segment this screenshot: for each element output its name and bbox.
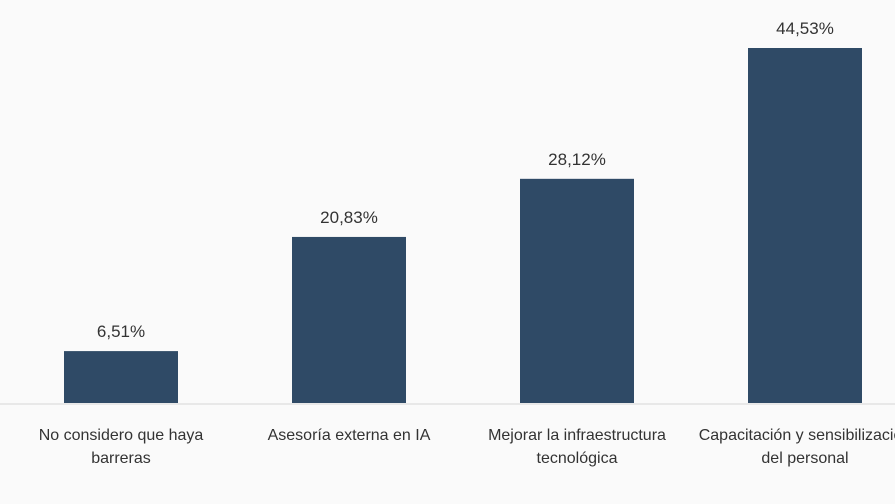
value-label: 28,12% bbox=[548, 150, 606, 169]
value-label: 20,83% bbox=[320, 208, 378, 227]
value-label: 6,51% bbox=[97, 322, 145, 341]
x-tick-label: Capacitación y sensibilización del perso… bbox=[698, 427, 895, 467]
bar bbox=[520, 178, 634, 403]
bar bbox=[64, 351, 178, 403]
bar bbox=[292, 236, 406, 403]
value-label: 44,53% bbox=[776, 19, 834, 38]
x-tick-label: Asesoría externa en IA bbox=[267, 427, 431, 444]
x-tick-label: Mejorar la infraestructura tecnológica bbox=[488, 427, 666, 467]
bar bbox=[748, 48, 862, 403]
x-tick-label: No considero que haya barreras bbox=[38, 427, 204, 467]
